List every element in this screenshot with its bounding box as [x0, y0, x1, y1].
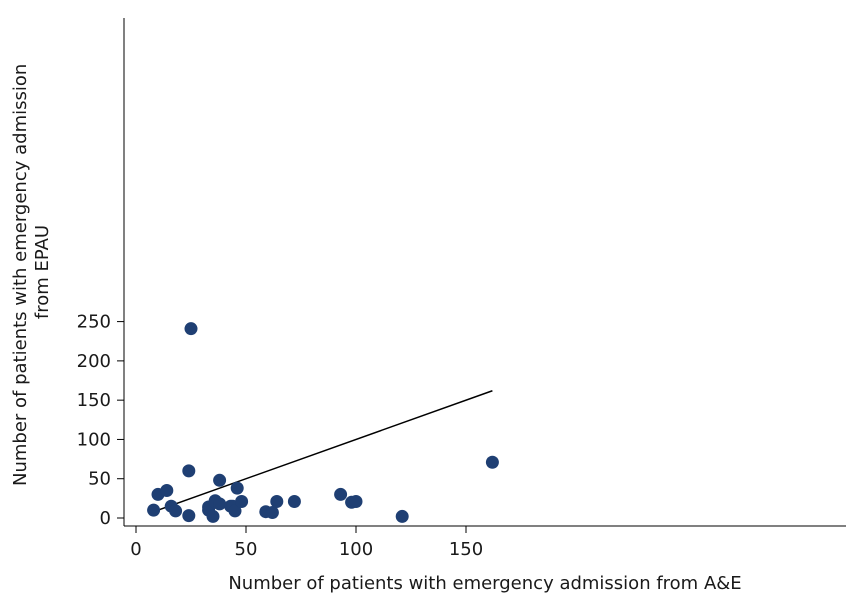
data-points: [147, 322, 499, 523]
y-axis-title-line-2: from EPAU: [32, 225, 53, 319]
data-point: [334, 487, 348, 501]
x-tick-label: 150: [449, 539, 483, 560]
axes: 0 50 100 150 200 250 0 50 100 150: [77, 18, 846, 560]
data-point: [270, 495, 284, 509]
data-point: [485, 455, 499, 469]
data-point: [147, 503, 161, 517]
data-point: [349, 495, 363, 509]
y-tick-label: 250: [77, 312, 111, 333]
data-point: [160, 484, 174, 498]
y-axis-title-line-1: Number of patients with emergency admiss…: [10, 64, 31, 486]
x-axis-title: Number of patients with emergency admiss…: [228, 573, 741, 594]
y-axis-title: Number of patients with emergency admiss…: [10, 58, 53, 486]
y-tick-label: 0: [100, 508, 111, 529]
data-point: [228, 504, 242, 518]
y-tick-label: 100: [77, 429, 111, 450]
x-ticks: 0 50 100 150: [130, 526, 483, 560]
data-point: [395, 509, 409, 523]
x-tick-label: 100: [339, 539, 373, 560]
data-point: [235, 495, 249, 509]
data-point: [287, 495, 301, 509]
y-tick-label: 50: [88, 469, 111, 490]
data-point: [213, 497, 227, 511]
data-point: [213, 473, 227, 487]
data-point: [182, 509, 196, 523]
data-point: [206, 509, 220, 523]
data-point: [182, 464, 196, 478]
y-tick-label: 200: [77, 351, 111, 372]
reference-line: [153, 390, 493, 513]
data-point: [230, 481, 244, 495]
x-tick-label: 50: [235, 539, 258, 560]
y-ticks: 0 50 100 150 200 250: [77, 312, 124, 529]
y-tick-label: 150: [77, 390, 111, 411]
data-point: [265, 506, 279, 520]
data-point: [184, 322, 198, 336]
data-point: [169, 504, 183, 518]
x-tick-label: 0: [130, 539, 141, 560]
